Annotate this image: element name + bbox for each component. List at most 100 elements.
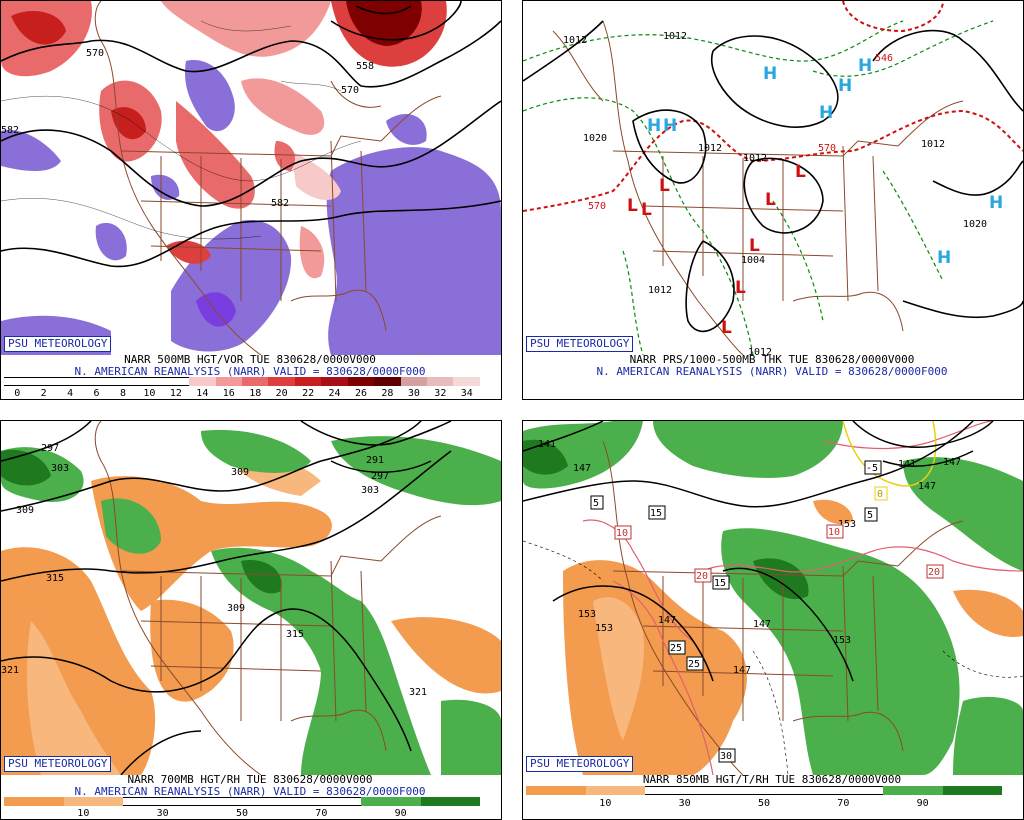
panel-850mb-hgt-t-rh: 141 147 141 147 153 147 153 147 153 147 … [522, 420, 1024, 820]
colorbar-swatch [56, 377, 84, 386]
neg-vort-area [326, 147, 501, 355]
panel-700mb-hgt-rh: 297 303 309 291 297 303 309 315 309 315 … [0, 420, 502, 820]
isobar-label: 1012 [563, 35, 587, 46]
contour-label: 147 [733, 665, 751, 676]
colorbar-swatch [301, 797, 361, 806]
moist-area [653, 421, 843, 478]
isobar-label: 1020 [583, 133, 607, 144]
colorbar-swatch [427, 377, 454, 386]
colorbar-tick-label: 30 [407, 388, 420, 399]
high-pressure-symbol: H [763, 64, 777, 84]
low-pressure-symbol: L [641, 200, 652, 220]
thickness-label: 570 [588, 201, 606, 212]
colorbar-swatch [189, 377, 216, 386]
caption-product: NARR 700MB HGT/RH TUE 830628/0000V000 [127, 773, 373, 786]
psu-meteorology-badge: PSU METEOROLOGY [526, 336, 634, 352]
colorbar-tick-label: 18 [249, 388, 262, 399]
contour-label: 309 [16, 505, 34, 516]
political-borders [552, 20, 964, 355]
colorbar-tick-label: 30 [678, 798, 691, 809]
political-borders [94, 421, 442, 775]
neg-vort-area [95, 222, 127, 261]
contour-label: 147 [573, 463, 591, 474]
isobar-label: 1004 [741, 255, 765, 266]
caption-product: NARR 500MB HGT/VOR TUE 830628/0000V000 [124, 353, 376, 366]
colorbar-tick-label: 10 [143, 388, 156, 399]
svg-text:-5: -5 [866, 463, 878, 474]
contour-label: 153 [595, 623, 613, 634]
colorbar-tick-label: 70 [837, 798, 850, 809]
thickness-label: 546 [875, 53, 893, 64]
panel-500mb-hgt-vor: 570 558 570 582 582 PSU METEOROLOGY NARR… [0, 0, 502, 400]
svg-text:0: 0 [877, 489, 883, 500]
map-850mb: 141 147 141 147 153 147 153 147 153 147 … [523, 421, 1023, 775]
contour-label: 582 [1, 125, 19, 136]
map-500mb: 570 558 570 582 582 [1, 1, 501, 355]
moist-area [201, 430, 311, 473]
contour-label: 582 [271, 198, 289, 209]
political-borders [602, 440, 964, 775]
contour-label: 297 [371, 471, 389, 482]
colorbar-swatch [123, 797, 183, 806]
colorbar-swatch [162, 377, 190, 386]
colorbar-tick-label: 90 [916, 798, 929, 809]
contour-label: 291 [366, 455, 384, 466]
isobar-label: 1012 [748, 347, 772, 355]
colorbar-tick-label: 50 [235, 808, 249, 819]
svg-text:20: 20 [523, 421, 535, 424]
temp-label-box: 25 [668, 640, 686, 655]
temp-label-box: 5 [864, 507, 878, 522]
colorbar-swatch [136, 377, 163, 386]
svg-text:10: 10 [828, 527, 840, 538]
contour-label: 141 [538, 439, 556, 450]
neg-vort-area [386, 113, 427, 145]
colorbar-tick-label: 2 [40, 388, 47, 399]
colorbar-swatch [30, 377, 57, 386]
psu-meteorology-badge: PSU METEOROLOGY [4, 756, 112, 772]
colorbar-tick-label: 16 [222, 388, 235, 399]
height-contours [1, 421, 452, 775]
colorbar-swatch [453, 377, 480, 386]
isobar-label: 1012 [663, 31, 687, 42]
colorbar-swatch [182, 797, 242, 806]
colorbar-swatch [526, 786, 586, 795]
dry-area [953, 589, 1023, 637]
colorbar-swatch [585, 786, 645, 795]
colorbar-tick-label: 4 [67, 388, 74, 399]
pos-vort-area [346, 1, 422, 46]
colorbar-swatch [823, 786, 883, 795]
colorbar-tick-label: 22 [302, 388, 315, 399]
colorbar-swatch [63, 797, 123, 806]
high-pressure-symbol: H [937, 248, 951, 268]
colorbar-ticks: 10 30 50 70 90 [526, 798, 1002, 810]
contour-label: 321 [1, 665, 19, 676]
moist-area [241, 560, 282, 594]
temp-label-box: 20 [694, 568, 712, 583]
colorbar-swatch [268, 377, 295, 386]
svg-text:20: 20 [928, 567, 940, 578]
height-contours [523, 421, 994, 682]
contour-label: 303 [361, 485, 379, 496]
colorbar-swatch [374, 377, 401, 386]
moist-area [903, 457, 1023, 571]
svg-text:20: 20 [696, 571, 708, 582]
colorbar [526, 786, 1002, 795]
colorbar-swatch [361, 797, 421, 806]
colorbar-swatch [83, 377, 110, 386]
contour-label: 309 [231, 467, 249, 478]
colorbar-swatch [645, 786, 705, 795]
colorbar-swatch [347, 377, 375, 386]
temp-label-box: 20 [926, 564, 944, 579]
svg-text:25: 25 [688, 659, 700, 670]
caption-valid: N. AMERICAN REANALYSIS (NARR) VALID = 83… [74, 365, 426, 378]
high-pressure-symbol: H [647, 116, 661, 136]
contour-label: 153 [833, 635, 851, 646]
colorbar-ticks: 10 30 50 70 90 [4, 808, 480, 820]
colorbar-swatch [883, 786, 943, 795]
colorbar-tick-label: 14 [196, 388, 209, 399]
moist-area [1, 449, 51, 486]
pos-vort-area [166, 240, 211, 264]
isobars [523, 20, 1023, 333]
pos-vort-area [161, 1, 331, 57]
contour-label: 570 [86, 48, 104, 59]
